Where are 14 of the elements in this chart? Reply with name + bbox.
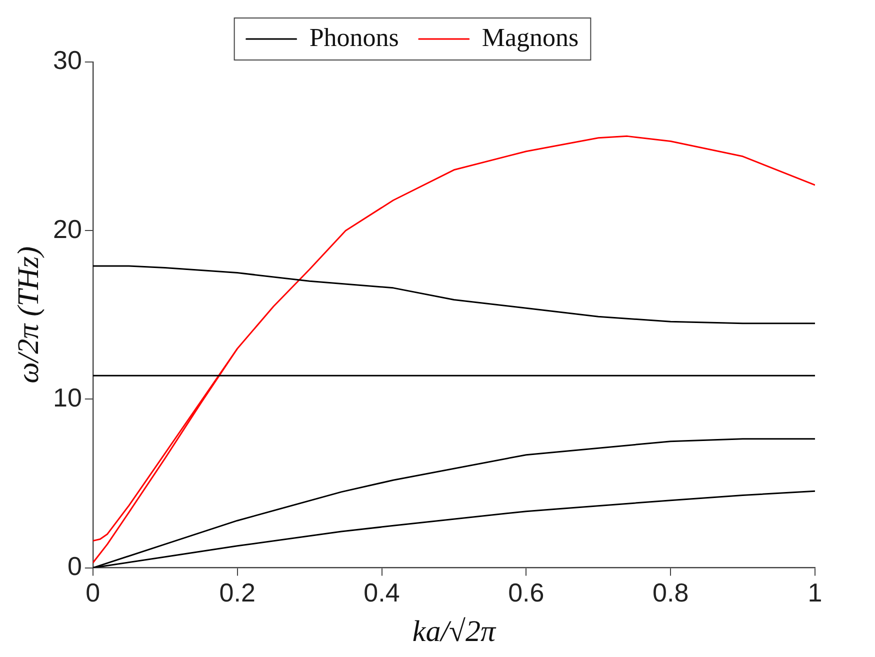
legend-label: Phonons (309, 22, 399, 52)
y-tick-label: 30 (53, 45, 82, 76)
x-tick-label: 0.8 (652, 578, 689, 608)
x-tick-label: 1 (808, 578, 822, 608)
y-tick-label: 0 (67, 550, 82, 581)
x-tick-label: 0 (86, 578, 100, 608)
y-tick-label: 10 (53, 382, 82, 412)
x-tick-label: 0.4 (364, 578, 400, 608)
x-axis-title: ka/√2π (412, 614, 496, 648)
legend-label: Magnons (482, 22, 579, 52)
x-tick-label: 0.2 (219, 578, 256, 608)
y-tick-label: 20 (53, 214, 82, 244)
y-axis-title: ω/2π (THz) (12, 246, 45, 384)
x-tick-label: 0.6 (508, 578, 544, 608)
